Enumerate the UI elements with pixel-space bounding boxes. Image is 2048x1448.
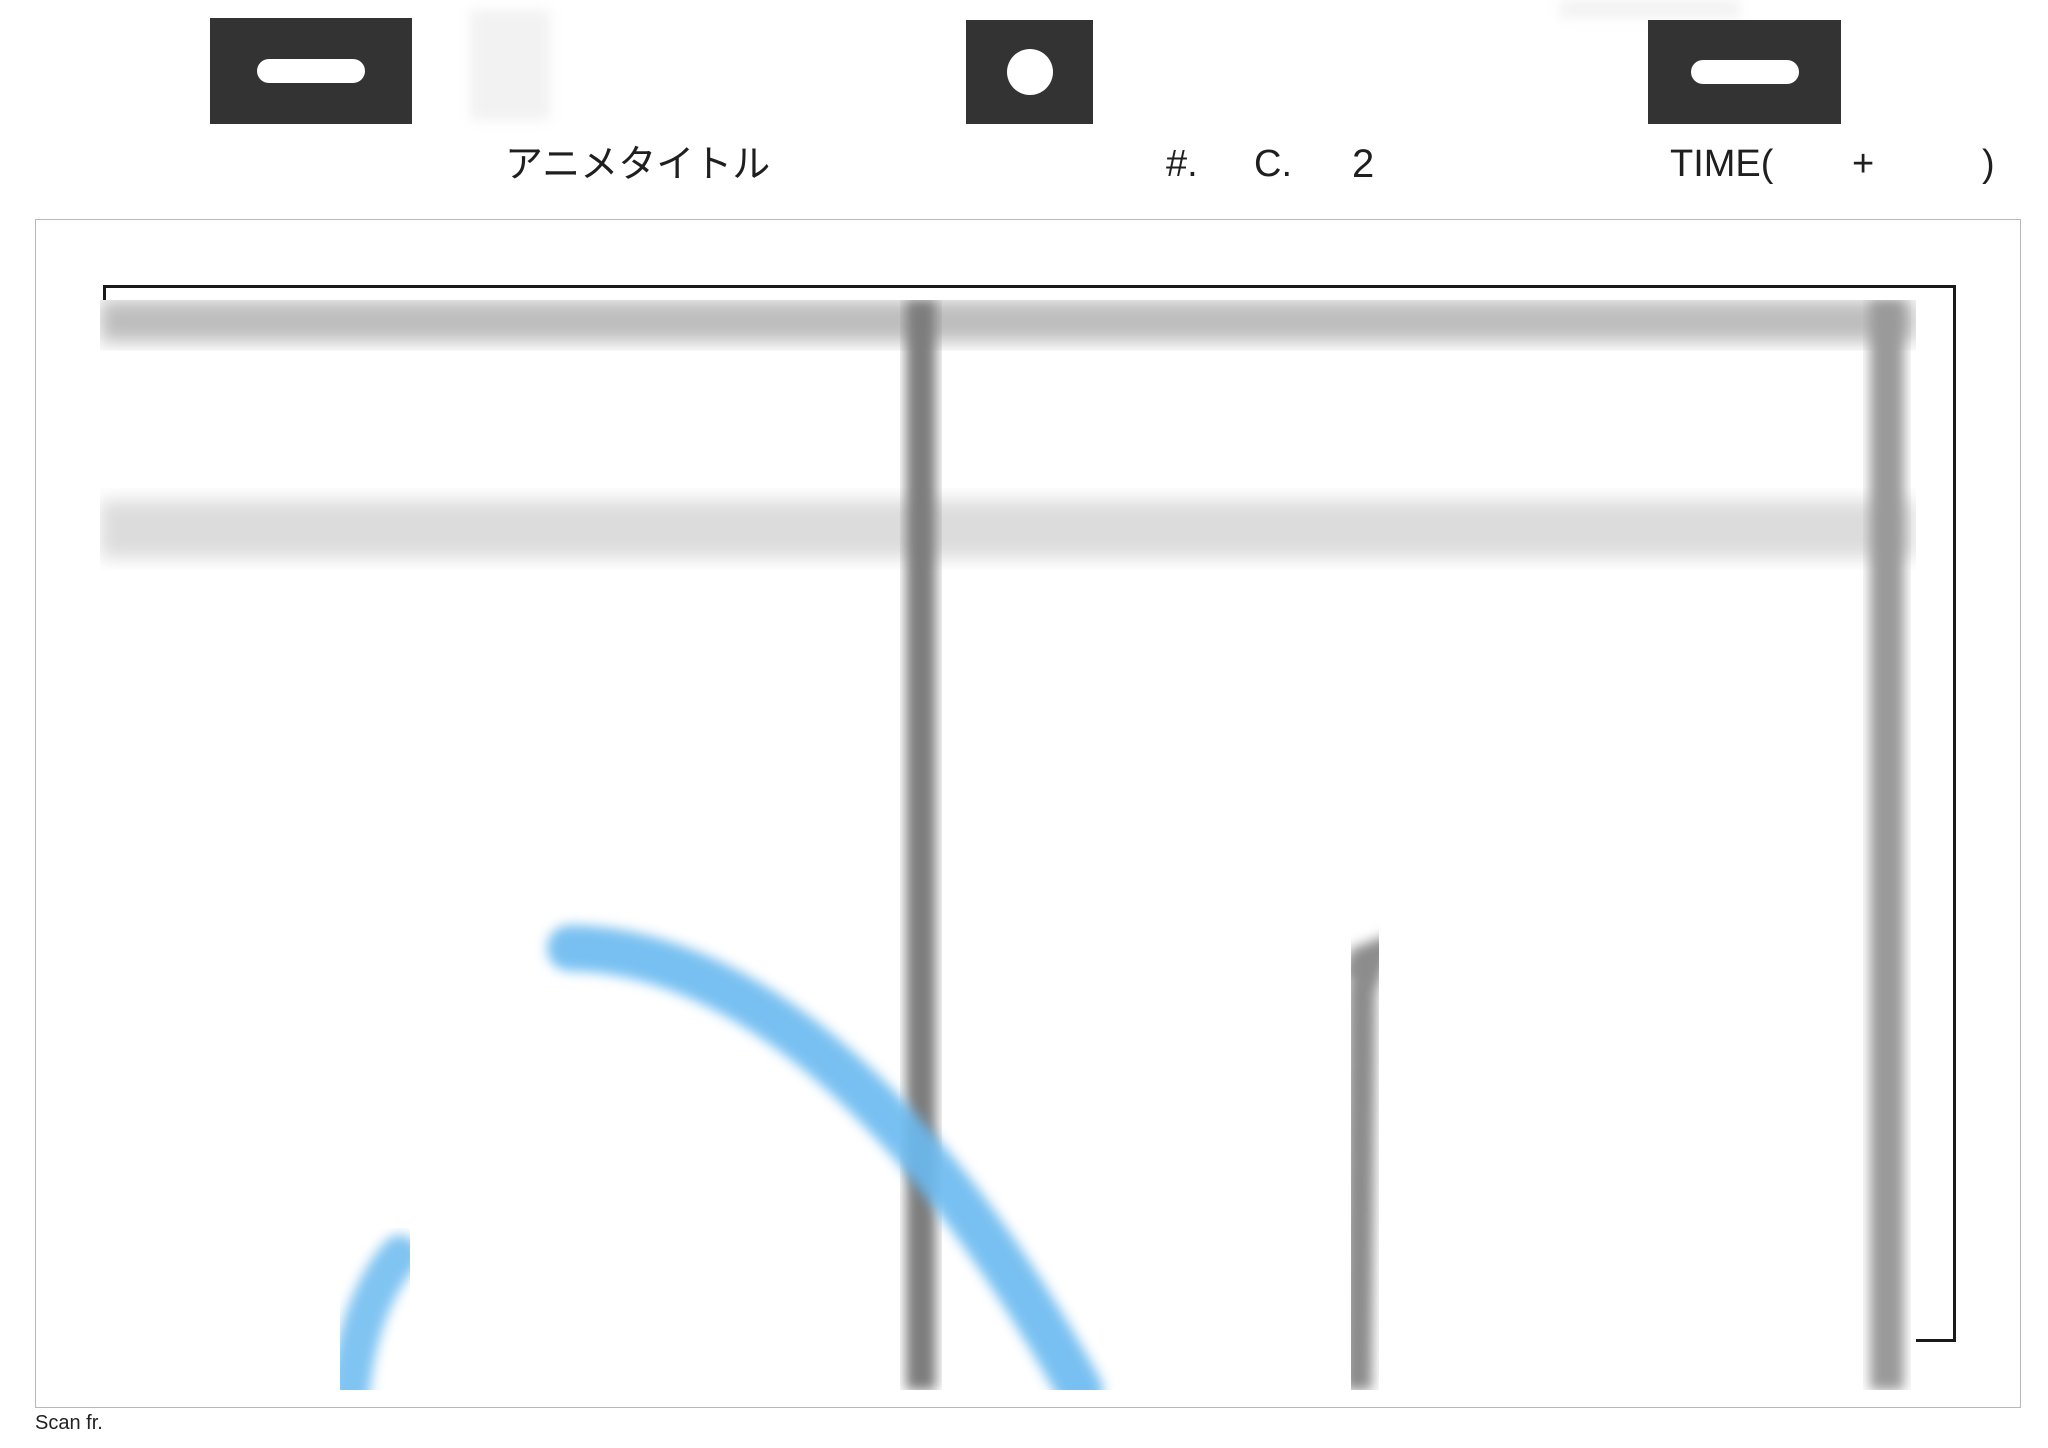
paper-smudge	[1560, 0, 1740, 18]
center-peg-hole-icon	[966, 20, 1093, 124]
cut-number: 2	[1352, 142, 1375, 186]
top-gray-band	[100, 300, 1916, 342]
peg-slot-shape	[1690, 60, 1799, 84]
short-vertical-stroke	[1341, 930, 1399, 1390]
blue-arc-small	[330, 1235, 420, 1390]
peg-slot-shape	[257, 59, 365, 83]
cut-label: C.	[1254, 143, 1292, 185]
blue-arc-large	[547, 925, 1103, 1390]
center-vertical-line	[906, 300, 936, 1390]
right-peg-hole-icon	[1648, 20, 1841, 124]
time-label: TIME(	[1670, 143, 1774, 185]
right-vertical-line	[1870, 300, 1904, 1390]
episode-label: #.	[1166, 143, 1198, 185]
paper-smudge	[470, 10, 550, 120]
mid-gray-band	[100, 500, 1916, 558]
scanned-drawing	[100, 300, 1916, 1390]
scanned-drawing-art	[100, 300, 1916, 1390]
time-plus: +	[1852, 143, 1875, 185]
peg-round-shape	[1006, 49, 1053, 95]
scan-frame-label: Scan fr.	[35, 1412, 103, 1434]
time-close: )	[1982, 143, 1995, 185]
anime-title-label: アニメタイトル	[505, 142, 771, 186]
left-peg-hole-icon	[210, 18, 412, 124]
